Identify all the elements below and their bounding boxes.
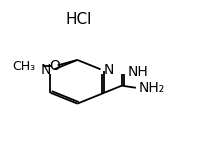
Text: O: O: [49, 59, 59, 73]
Text: NH: NH: [127, 65, 148, 79]
Text: N: N: [103, 63, 113, 77]
Text: CH₃: CH₃: [12, 60, 35, 73]
Text: HCl: HCl: [65, 12, 91, 27]
Text: N: N: [41, 63, 51, 77]
Text: NH₂: NH₂: [138, 81, 164, 95]
